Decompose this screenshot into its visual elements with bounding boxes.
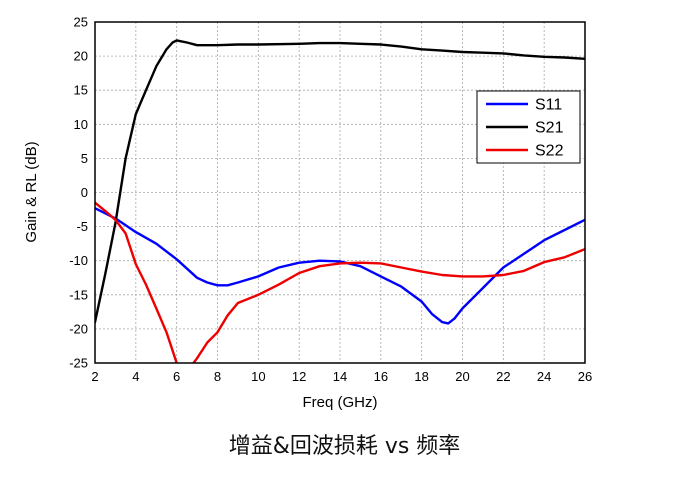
- x-tick-label: 14: [333, 369, 347, 384]
- legend-label-s22: S22: [535, 143, 564, 160]
- x-tick-labels: 2 4 6 8 10 12 14 16 18 20 22 24 26: [91, 369, 592, 384]
- y-tick-label: 10: [74, 117, 88, 132]
- series-line-s21: [95, 39, 585, 324]
- x-tick-label: 4: [132, 369, 139, 384]
- x-tick-label: 8: [214, 369, 221, 384]
- y-tick-label: -20: [69, 321, 88, 336]
- series-group: [95, 39, 585, 363]
- y-axis-label: Gain & RL (dB): [23, 141, 40, 242]
- plot-frame: [94, 21, 586, 364]
- y-tick-label: 25: [74, 15, 88, 30]
- x-tick-label: 26: [578, 369, 592, 384]
- chart: 2 4 6 8 10 12 14 16 18 20 22 24 26 -25-20-15-10-5051…: [23, 15, 592, 412]
- x-tick-label: 12: [292, 369, 306, 384]
- y-tick-label: 5: [81, 151, 88, 166]
- legend: S11 S21 S22: [476, 90, 581, 164]
- y-tick-label: 20: [74, 49, 88, 64]
- x-tick-label: 10: [251, 369, 265, 384]
- series-line-s22: [95, 201, 585, 363]
- x-tick-label: 20: [455, 369, 469, 384]
- x-tick-label: 6: [173, 369, 180, 384]
- x-tick-label: 16: [374, 369, 388, 384]
- legend-label-s21: S21: [535, 120, 564, 137]
- figure-caption: 增益&回波损耗 vs 频率: [228, 434, 461, 459]
- y-tick-label: 15: [74, 83, 88, 98]
- y-tick-label: -25: [69, 356, 88, 371]
- y-tick-label: 0: [81, 185, 88, 200]
- y-tick-label: -5: [76, 219, 88, 234]
- legend-label-s11: S11: [535, 97, 562, 114]
- x-axis-label: Freq (GHz): [303, 394, 378, 411]
- y-tick-labels: -25 -20 -15 -10 -5 0 5 10 15 20 25: [69, 15, 88, 371]
- x-tick-label: 24: [537, 369, 551, 384]
- x-tick-label: 18: [414, 369, 428, 384]
- x-tick-label: 2: [91, 369, 98, 384]
- y-tick-label: -10: [69, 253, 88, 268]
- x-tick-label: 22: [496, 369, 510, 384]
- y-tick-label: -15: [69, 287, 88, 302]
